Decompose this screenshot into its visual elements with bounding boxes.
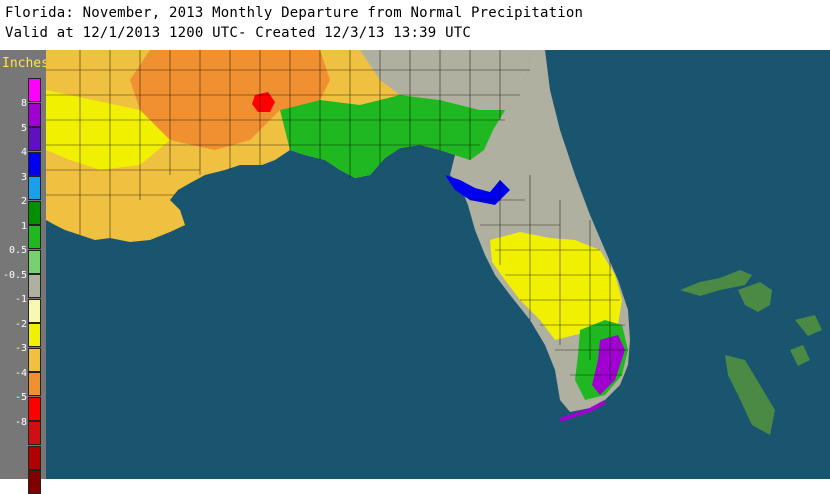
legend-tick-label: -4 [14,367,27,379]
legend-swatch [28,347,41,372]
map-header: Florida: November, 2013 Monthly Departur… [0,0,830,50]
legend-swatch [28,78,41,102]
legend-tick-label: 2 [20,196,27,207]
red-dry-spot [252,92,275,112]
legend-swatch [28,470,41,494]
legend-tick-label: 0.5 [8,245,27,256]
legend-swatch [28,372,41,396]
alabama-yellow [46,90,170,170]
county-lines [46,50,628,380]
bahamas [680,270,822,435]
legend-swatch [28,249,41,274]
legend-tick-label: 3 [20,171,27,183]
map-title: Florida: November, 2013 Monthly Departur… [5,5,584,21]
legend-tick-label: -8 [14,416,27,428]
legend-swatch [28,200,41,225]
legend-tick-label: -5 [14,392,27,403]
legend-swatch [28,445,41,470]
legend-tick-label: -1 [14,294,27,305]
florida-keys [559,400,606,422]
precipitation-map [46,50,830,479]
color-legend: Inches 8 5 4 3 2 1 0.5 -0.5 -1 -2 -3 -4 -5 -8 [0,50,49,494]
legend-units: Inches [2,56,49,71]
legend-tick-label: 1 [20,220,27,232]
legend-tick-label: 8 [20,98,27,109]
legend-tick-label: -2 [14,318,27,330]
legend-swatch [28,225,41,249]
legend-swatch [28,176,41,200]
legend-swatch [28,298,41,323]
florida-dry-interior [490,232,622,340]
legend-swatch [28,127,41,151]
map-validity-line: Valid at 12/1/2013 1200 UTC- Created 12/… [5,25,471,41]
legend-swatch [28,151,41,176]
legend-tick-label: 5 [20,122,27,134]
big-bend-green [280,95,505,178]
blue-wet-band [445,175,510,205]
legend-tick-label: -0.5 [3,269,28,281]
legend-swatch [28,102,41,127]
legend-swatch [28,421,41,445]
legend-tick-label: 4 [20,147,27,158]
legend-swatch [28,323,41,347]
legend-swatch [28,396,41,421]
legend-swatch [28,274,41,298]
legend-tick-label: -3 [14,343,27,354]
